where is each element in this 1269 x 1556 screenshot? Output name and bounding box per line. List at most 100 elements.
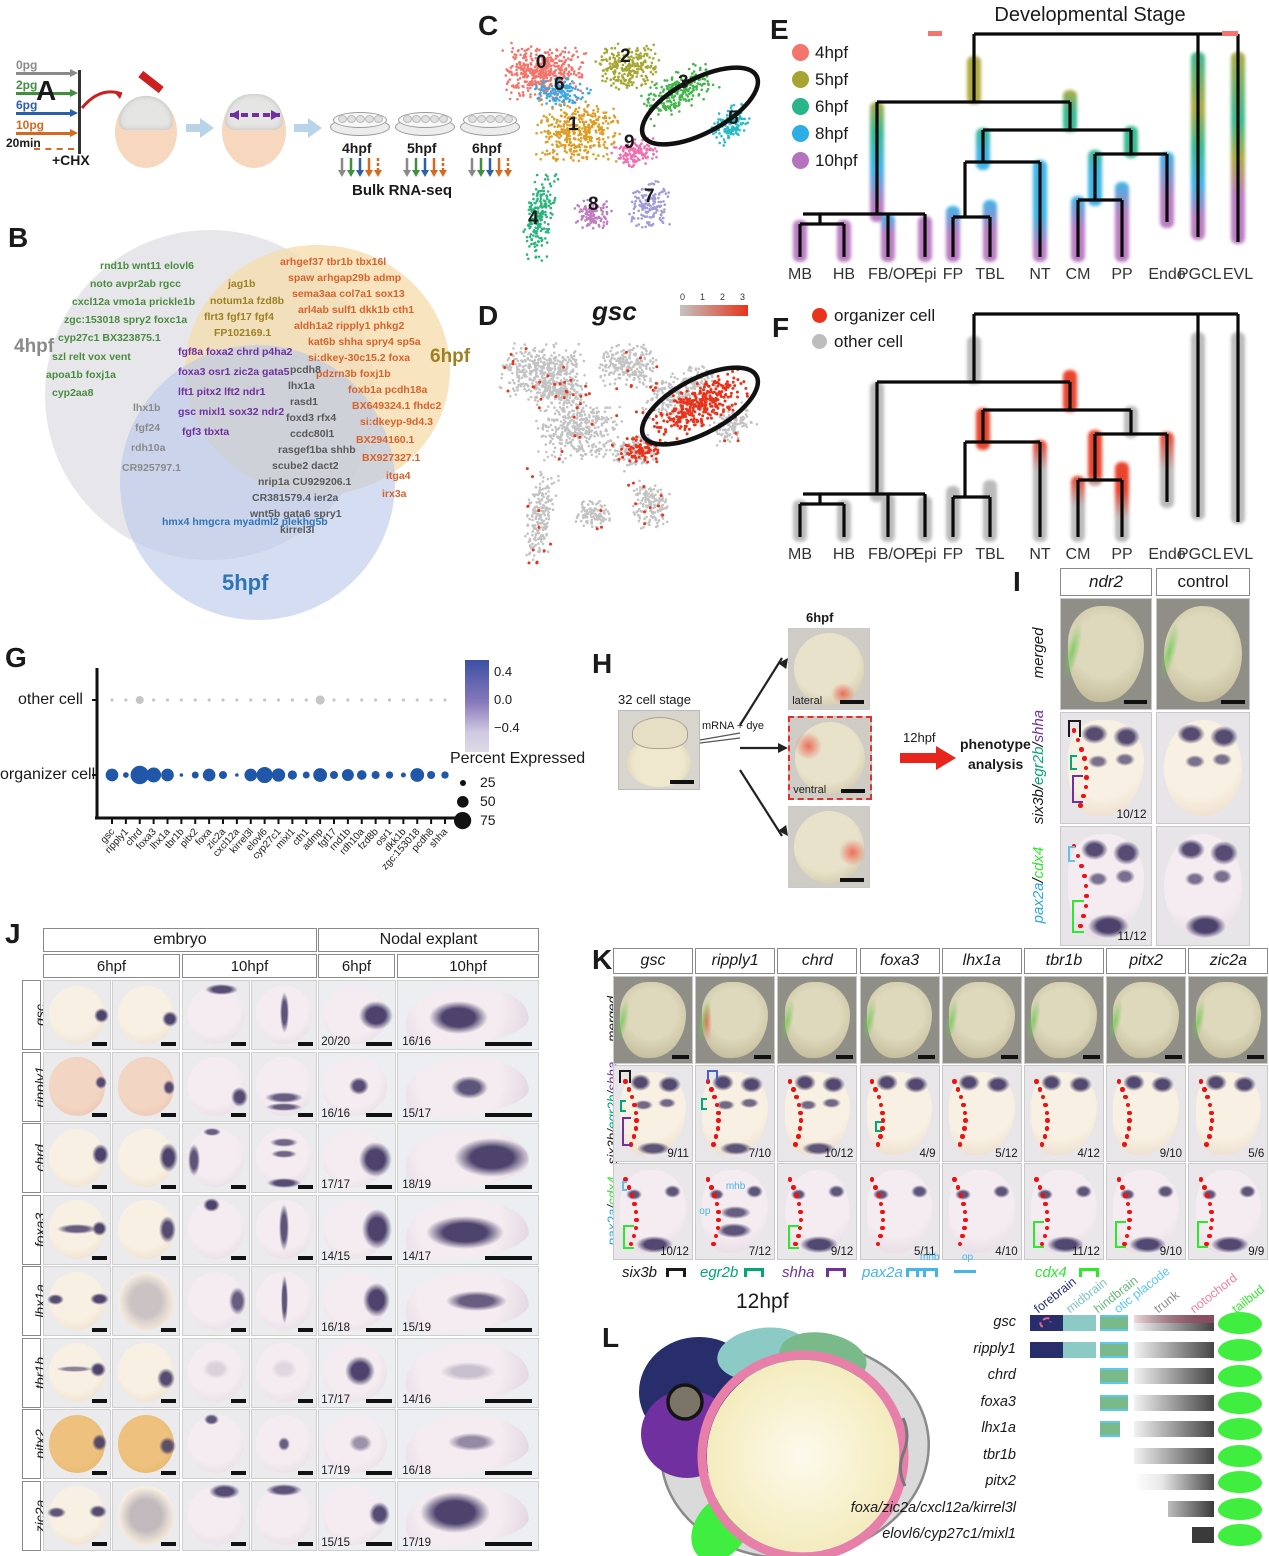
venn-gene-line: rasgef1ba shhb [278, 444, 356, 456]
ish-stain [1150, 1075, 1175, 1093]
tree-tip-label: MB [788, 266, 812, 283]
scale-bar [298, 1399, 314, 1404]
i-col-header: ndr2 [1060, 568, 1152, 596]
h-stage-label: 32 cell stage [618, 692, 691, 707]
annotation-bracket [1071, 900, 1085, 934]
red-dotted-arc [1125, 1102, 1131, 1108]
scale-bar [484, 1542, 533, 1547]
scale-bar [836, 1054, 854, 1059]
red-dotted-arc [962, 1225, 967, 1231]
k-col-header: pitx2 [1106, 948, 1187, 974]
j-ish-image [182, 1266, 250, 1336]
ish-stain [118, 1486, 174, 1545]
venn-gene-line: noto avpr2ab rgcc [90, 278, 182, 290]
j-ish-image: 15/15 [318, 1480, 396, 1551]
tree-tip-label: TBL [975, 266, 1005, 283]
j-ish-image [112, 1194, 180, 1265]
red-dotted-arc [869, 1079, 875, 1084]
embryo-body [784, 982, 851, 1058]
k-row-label: pax2a/cdx4 [598, 1176, 620, 1245]
embryo-2 [222, 94, 286, 168]
seq-arrow-icon [412, 158, 420, 177]
j-row-gene-box: gsc [22, 980, 48, 1050]
k-six3b-photo: 10/12 [777, 1065, 858, 1162]
panel-c-label: C [478, 10, 499, 41]
ish-stain [1088, 754, 1108, 768]
tree-tip-label: PGCL [1178, 546, 1222, 563]
chx-label: +CHX [52, 152, 90, 168]
venn-gene-line: foxa3 osr1 zic2a gata5 [178, 366, 290, 378]
l-block-trunk [1134, 1341, 1214, 1358]
red-dotted-arc [1039, 1241, 1045, 1247]
scale-bar [160, 1542, 177, 1547]
count-ratio: 9/9 [1248, 1246, 1265, 1259]
urd-tree-stage [793, 31, 1245, 262]
venn-gene-line: szl relt vox vent [52, 351, 131, 363]
dose-arrowhead [70, 109, 78, 117]
ish-stain [634, 1100, 653, 1110]
ish-stain [94, 1008, 109, 1024]
dish-embryo [477, 115, 486, 123]
dish [395, 112, 455, 136]
panel-f-label: F [772, 312, 790, 343]
venn-gene-line: foxd3 rfx4 [286, 412, 337, 424]
l-block-trunk [1134, 1315, 1214, 1331]
j-row-gene-box: ripply1 [22, 1051, 48, 1122]
ish-stain [90, 1292, 109, 1306]
red-dotted-arc [1116, 1079, 1122, 1084]
cluster-number-label: 7 [644, 186, 655, 207]
dish-embryo [439, 115, 448, 123]
red-dotted-arc [1079, 863, 1084, 869]
red-dotted-arc [1045, 1217, 1050, 1223]
scale-bar [91, 1542, 108, 1547]
venn-gene-line: nrip1a CU929206.1 [258, 476, 352, 488]
ish-stain [454, 1137, 530, 1178]
g-legend-title: Percent Expressed [450, 750, 586, 767]
count-ratio: 11/12 [1117, 928, 1147, 943]
venn-gene-line: CR381579.4 ier2a [252, 492, 339, 504]
dose-arrow [16, 72, 74, 75]
j-ish-image [43, 1266, 111, 1336]
red-dotted-arc [796, 1102, 802, 1108]
venn-gene-line: si:dkeyp-9d4.3 [360, 416, 433, 428]
ish-stain [90, 1361, 107, 1377]
red-dotted-arc [1078, 923, 1083, 929]
l-gene-label: foxa3 [980, 1393, 1016, 1410]
k-legend-gene: pax2a [862, 1264, 903, 1281]
dish-embryo [430, 115, 439, 123]
count-ratio: 17/19 [402, 1536, 431, 1549]
embryo-body [1113, 982, 1179, 1058]
venn-gene-line: BX649324.1 fhdc2 [352, 400, 442, 412]
ish-stain [349, 1076, 370, 1095]
dish-embryo [468, 115, 477, 123]
cluster-number-label: 1 [568, 114, 579, 135]
stage-legend-label: 5hpf [815, 70, 849, 89]
j-ish-image [182, 1409, 250, 1479]
k-pax2a-photo: mhb op 7/12 [695, 1163, 776, 1260]
ish-stain [267, 1178, 301, 1188]
red-dotted-arc [628, 1142, 634, 1147]
panel-k-label: K [592, 944, 613, 975]
red-dotted-arc [957, 1241, 963, 1247]
red-dotted-arc [1209, 1217, 1215, 1223]
red-dotted-arc [880, 1209, 885, 1215]
k-legend-gene: egr2b [700, 1264, 739, 1281]
j-ish-image: 17/17 [318, 1337, 396, 1408]
seq-arrow-icon [477, 158, 485, 177]
count-ratio: 5/11 [913, 1246, 936, 1259]
ish-stain [202, 1128, 222, 1137]
j-ish-image [182, 1337, 250, 1408]
ish-stain [739, 1075, 764, 1093]
red-dotted-arc [1120, 1185, 1125, 1190]
gene-label-part: / [1030, 878, 1047, 883]
gsc-scale-tick: 2 [720, 292, 726, 302]
j-ish-image [182, 1123, 250, 1193]
tree-tip-label: MB [788, 546, 812, 563]
j-ish-image [251, 1480, 317, 1551]
j-ish-image: 16/16 [397, 980, 539, 1050]
red-dotted-arc [633, 1110, 639, 1116]
scale-bar [91, 1184, 108, 1189]
ish-stain [1115, 752, 1135, 766]
tree-tip-label: EVL [1222, 266, 1254, 283]
venn-gene-line: rnd1b wnt11 elovl6 [100, 260, 194, 272]
